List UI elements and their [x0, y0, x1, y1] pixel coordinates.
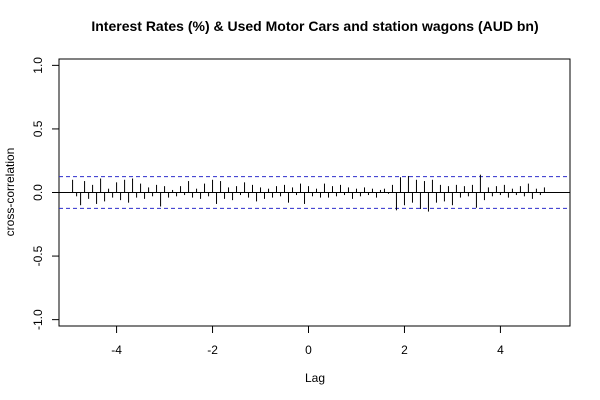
ccf-bars [72, 174, 545, 212]
chart-title: Interest Rates (%) & Used Motor Cars and… [91, 18, 538, 34]
x-axis-label: Lag [305, 371, 325, 385]
x-tick-label: -4 [111, 343, 122, 357]
x-tick-label: 0 [305, 343, 312, 357]
y-tick-label: 0.5 [31, 120, 45, 137]
y-tick-label: -1.0 [31, 309, 45, 330]
x-axis: -4 -2 0 2 4 [111, 326, 504, 357]
y-axis-label: cross-correlation [3, 148, 17, 237]
x-tick-label: -2 [207, 343, 218, 357]
x-tick-label: 2 [401, 343, 408, 357]
y-tick-label: -0.5 [31, 245, 45, 266]
y-tick-label: 1.0 [31, 57, 45, 74]
x-tick-label: 4 [497, 343, 504, 357]
y-tick-label: 0.0 [31, 184, 45, 201]
y-axis: -1.0 -0.5 0.0 0.5 1.0 [31, 57, 59, 330]
